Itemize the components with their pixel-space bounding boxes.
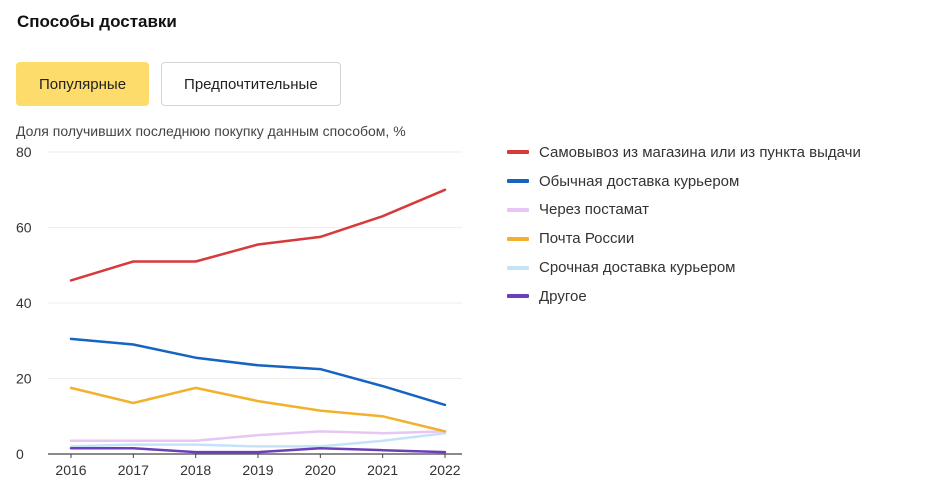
legend-item[interactable]: Обычная доставка курьером (507, 167, 861, 196)
x-tick-label: 2019 (242, 462, 273, 478)
legend-swatch (507, 150, 529, 155)
y-tick-label: 40 (16, 295, 32, 311)
x-tick-label: 2016 (55, 462, 86, 478)
tab-bar: Популярные Предпочтительные (16, 62, 341, 106)
x-tick-label: 2018 (180, 462, 211, 478)
chart-legend: Самовывоз из магазина или из пункта выда… (507, 138, 861, 311)
legend-label: Самовывоз из магазина или из пункта выда… (539, 143, 861, 161)
series-line-5 (69, 447, 447, 454)
line-chart: 2016 2017 2018 2019 2020 2021 2022 0 20 40 60 80 (16, 144, 462, 478)
series-layer (69, 188, 447, 454)
legend-item[interactable]: Другое (507, 282, 861, 311)
legend-swatch (507, 207, 529, 212)
y-axis: 0 20 40 60 80 (16, 144, 32, 462)
y-tick-label: 20 (16, 371, 32, 387)
series-line-1 (69, 337, 447, 407)
chart-title: Доля получивших последнюю покупку данным… (16, 123, 406, 139)
legend-label: Через постамат (539, 201, 649, 219)
x-tick-label: 2021 (367, 462, 398, 478)
x-tick-label: 2017 (118, 462, 149, 478)
legend-item[interactable]: Срочная доставка курьером (507, 253, 861, 282)
page-title: Способы доставки (17, 12, 177, 31)
y-tick-label: 0 (16, 446, 24, 462)
tab-popular[interactable]: Популярные (16, 62, 150, 106)
legend-label: Почта России (539, 230, 635, 248)
legend-item[interactable]: Через постамат (507, 196, 861, 225)
x-tick-label: 2020 (305, 462, 336, 478)
legend-label: Срочная доставка курьером (539, 259, 736, 277)
y-tick-label: 60 (16, 220, 32, 236)
legend-item[interactable]: Почта России (507, 224, 861, 253)
legend-swatch (507, 294, 529, 299)
grid-layer (48, 151, 462, 455)
x-axis: 2016 2017 2018 2019 2020 2021 2022 (55, 454, 461, 478)
x-tick-label: 2022 (429, 462, 460, 478)
y-tick-label: 80 (16, 144, 32, 160)
tab-preferred[interactable]: Предпочтительные (161, 62, 341, 106)
legend-swatch (507, 179, 529, 184)
legend-label: Другое (539, 287, 587, 305)
series-line-4 (69, 431, 447, 448)
legend-swatch (507, 265, 529, 270)
legend-label: Обычная доставка курьером (539, 172, 740, 190)
series-line-0 (69, 188, 447, 282)
series-line-3 (69, 386, 447, 433)
legend-swatch (507, 236, 529, 241)
legend-item[interactable]: Самовывоз из магазина или из пункта выда… (507, 138, 861, 167)
series-line-2 (69, 430, 447, 443)
